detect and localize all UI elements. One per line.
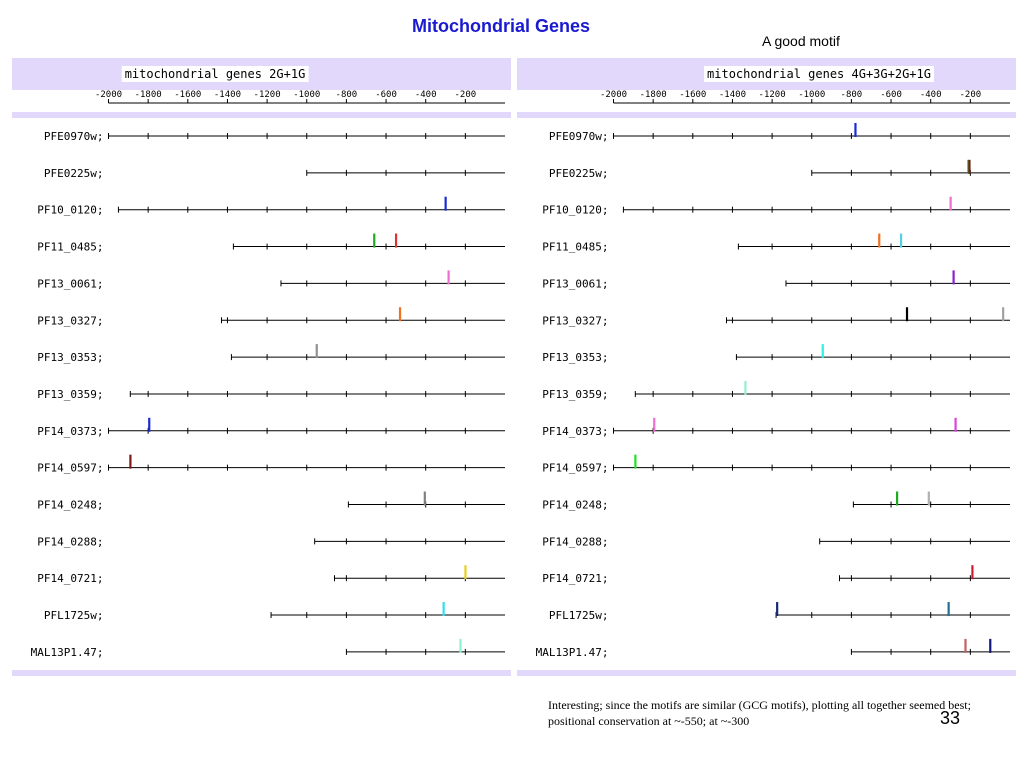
motif-mark	[971, 565, 974, 580]
motif-mark	[899, 233, 903, 248]
gene-label: PF13_0061;	[37, 277, 103, 290]
gene-label: PFL1725w;	[549, 609, 609, 622]
gene-label: PF13_0061;	[542, 277, 608, 290]
axis-tick-label: -1600	[174, 90, 201, 100]
axis-tick-label: -600	[880, 90, 902, 100]
gene-label: PFE0970w;	[549, 130, 609, 143]
gene-label: PF14_0248;	[542, 499, 608, 512]
axis-tick-label: -1000	[798, 90, 825, 100]
motif-mark	[968, 159, 971, 174]
slide-title: Mitochondrial Genes	[411, 16, 591, 36]
page-number: 33	[940, 708, 961, 728]
gene-label: MAL13P1.47;	[536, 646, 609, 659]
motif-map-2g1g: -2000 -1800 -1600 -1400 -1200 -1000 -800 -600 -4…	[31, 90, 505, 659]
motif-mark	[634, 454, 637, 469]
motif-mark	[878, 233, 881, 248]
axis-tick-label: -2000	[95, 90, 122, 100]
panel-footer	[517, 670, 1016, 676]
motif-mark	[854, 123, 857, 137]
axis-tick-label: -1600	[679, 90, 706, 100]
axis-tick-label: -1200	[759, 90, 786, 100]
gene-label: PF11_0485;	[542, 241, 608, 254]
gene-label: PF14_0597;	[542, 462, 608, 475]
motif-mark	[423, 491, 426, 506]
motif-mark	[989, 638, 992, 653]
motif-mark	[821, 344, 824, 359]
gene-label: PF14_0597;	[37, 462, 103, 475]
gene-label: PF14_0373;	[542, 425, 608, 438]
axis-tick-label: -1800	[640, 90, 667, 100]
axis-tick-label: -400	[920, 90, 942, 100]
gene-label: MAL13P1.47;	[31, 646, 104, 659]
motif-mark	[964, 638, 967, 653]
panel-footer	[12, 670, 511, 676]
note-text: Interesting; since the motifs are simila…	[548, 698, 971, 728]
motif-mark	[447, 270, 450, 285]
axis-tick-label: -1800	[135, 90, 162, 100]
motif-mark	[947, 602, 950, 617]
axis-tick-label: -2000	[600, 90, 627, 100]
motif-mark	[1002, 307, 1005, 322]
motif-mark	[315, 344, 318, 359]
axis-tick-label: -1400	[214, 90, 241, 100]
motif-mark	[653, 417, 656, 432]
motif-mark	[776, 602, 779, 617]
axis-tick-label: -600	[375, 90, 397, 100]
gene-label: PF13_0327;	[542, 314, 608, 327]
axis-tick-label: -1200	[254, 90, 281, 100]
axis-tick-label: -400	[415, 90, 437, 100]
axis-tick-label: -1400	[719, 90, 746, 100]
gene-label: PF14_0288;	[542, 535, 608, 548]
panel-2g1g: mitochondrial genes 2G+1G -2000 -1800 -160…	[12, 58, 511, 676]
gene-label: PFE0225w;	[549, 167, 609, 180]
gene-label: PF13_0353;	[542, 351, 608, 364]
motif-mark	[905, 307, 909, 322]
gene-label: PF13_0359;	[37, 388, 103, 401]
gene-label: PF14_0248;	[37, 499, 103, 512]
gene-label: PFE0970w;	[44, 130, 104, 143]
gene-label: PF10_0120;	[542, 204, 608, 217]
gene-label: PFE0225w;	[44, 167, 104, 180]
gene-label: PF10_0120;	[37, 204, 103, 217]
motif-mark	[444, 196, 447, 211]
gene-label: PF14_0373;	[37, 425, 103, 438]
motif-mark	[129, 454, 132, 469]
gene-label: PF13_0359;	[542, 388, 608, 401]
panel-title: mitochondrial genes 4G+3G+2G+1G	[704, 66, 934, 82]
motif-mark	[927, 491, 930, 506]
motif-mark	[952, 270, 955, 285]
motif-mark	[895, 491, 899, 506]
gene-label: PF11_0485;	[37, 241, 103, 254]
gene-label: PF14_0721;	[37, 572, 103, 585]
motif-mark	[459, 638, 462, 653]
motif-mark	[373, 233, 376, 248]
motif-map-4g3g2g1g: -2000 -1800 -1600 -1400 -1200 -1000 -800 -600 -4…	[536, 90, 1010, 659]
motif-mark	[398, 307, 402, 322]
slide-subtitle: A good motif	[762, 33, 840, 49]
axis-tick-label: -200	[960, 90, 982, 100]
panel-header: mitochondrial genes 4G+3G+2G+1G	[517, 58, 1016, 90]
axis-tick-label: -800	[336, 90, 358, 100]
motif-mark	[744, 380, 747, 395]
motif-mark	[464, 565, 467, 580]
axis-tick-label: -800	[841, 90, 863, 100]
axis-band	[517, 112, 1016, 118]
axis-tick-label: -200	[455, 90, 477, 100]
motif-mark	[394, 233, 398, 248]
motif-mark	[442, 602, 445, 617]
gene-label: PFL1725w;	[44, 609, 104, 622]
motif-mark	[949, 196, 952, 211]
gene-label: PF14_0288;	[37, 535, 103, 548]
motif-mark	[954, 417, 957, 432]
panel-header: mitochondrial genes 2G+1G	[12, 58, 511, 90]
gene-label: PF14_0721;	[542, 572, 608, 585]
panel-title: mitochondrial genes 2G+1G	[121, 66, 309, 82]
motif-mark	[148, 417, 151, 432]
gene-label: PF13_0327;	[37, 314, 103, 327]
panel-4g3g2g1g: mitochondrial genes 4G+3G+2G+1G -2000 -18…	[517, 58, 1016, 676]
axis-tick-label: -1000	[293, 90, 320, 100]
axis-band	[12, 112, 511, 118]
gene-label: PF13_0353;	[37, 351, 103, 364]
